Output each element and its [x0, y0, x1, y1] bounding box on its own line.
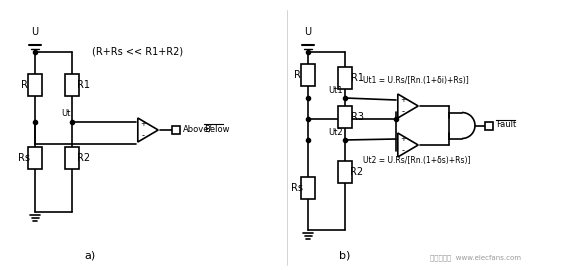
Text: Ut1 = U.Rs/[Rn.(1+δi)+Rs)]: Ut1 = U.Rs/[Rn.(1+δi)+Rs)]: [363, 76, 469, 85]
Bar: [65, 147, 79, 169]
Text: Rs: Rs: [291, 183, 303, 193]
Text: Ut: Ut: [62, 109, 71, 118]
Text: -: -: [401, 147, 404, 156]
Bar: [485, 122, 493, 130]
Text: R: R: [294, 70, 301, 80]
Text: Rs: Rs: [18, 153, 30, 163]
Text: R2: R2: [77, 153, 90, 163]
Text: R1: R1: [78, 80, 90, 90]
Text: R: R: [21, 80, 28, 90]
Text: Below: Below: [204, 124, 229, 133]
Text: b): b): [339, 251, 351, 261]
Bar: [338, 67, 352, 89]
Text: 电子发烧友  www.elecfans.com: 电子发烧友 www.elecfans.com: [430, 255, 521, 261]
Text: U: U: [305, 27, 312, 37]
Bar: [172, 126, 180, 134]
Bar: [301, 177, 315, 199]
Bar: [65, 74, 79, 96]
Bar: [338, 106, 352, 128]
Text: R1: R1: [351, 73, 363, 83]
Text: +: +: [400, 97, 406, 103]
Bar: [338, 161, 352, 183]
Text: Ut1: Ut1: [328, 86, 343, 95]
Text: Ut2: Ut2: [328, 128, 343, 137]
Text: R3: R3: [351, 112, 363, 122]
Text: +: +: [400, 136, 406, 142]
Bar: [28, 147, 42, 169]
Text: -: -: [141, 131, 145, 140]
Bar: [301, 64, 315, 86]
Text: U: U: [32, 27, 39, 37]
Text: a): a): [84, 251, 96, 261]
Text: -: -: [401, 107, 404, 116]
Text: (R+Rs << R1+R2): (R+Rs << R1+R2): [92, 47, 183, 57]
Bar: [28, 74, 42, 96]
Text: Fault: Fault: [496, 120, 516, 129]
Text: Above/: Above/: [183, 124, 213, 133]
Text: Ut2 = U.Rs/[Rn.(1+δs)+Rs)]: Ut2 = U.Rs/[Rn.(1+δs)+Rs)]: [363, 156, 471, 164]
Text: +: +: [140, 121, 146, 127]
Text: R2: R2: [350, 167, 363, 177]
